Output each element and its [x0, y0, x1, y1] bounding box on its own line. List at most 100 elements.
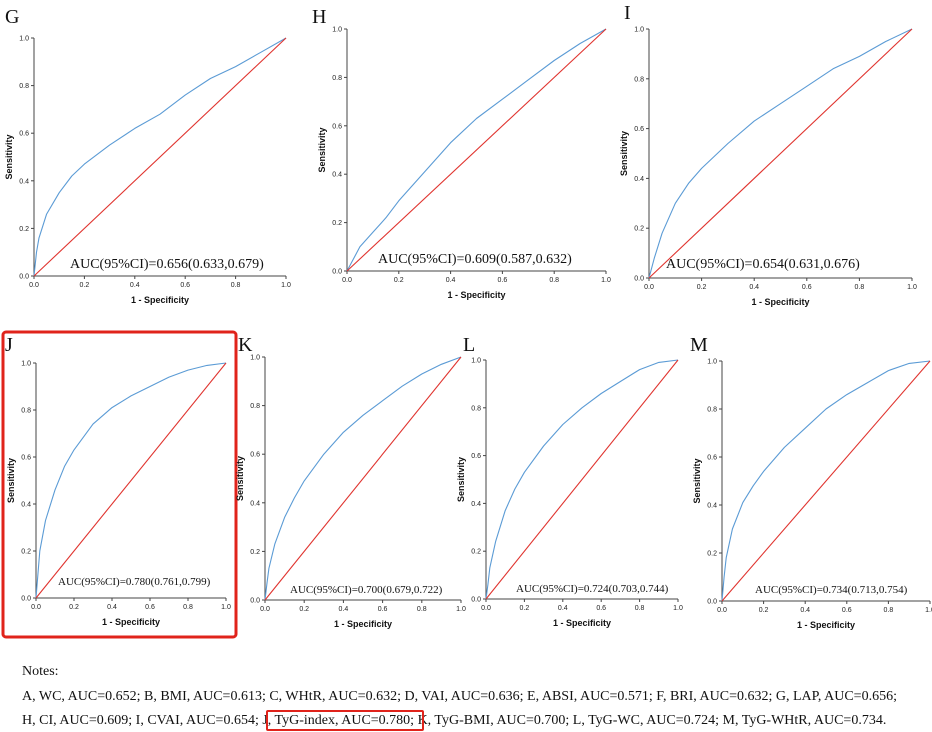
- y-tick-label: 1.0: [250, 355, 260, 362]
- reference-line: [648, 28, 913, 279]
- x-tick-label: 0.4: [800, 607, 810, 614]
- y-tick-label: 0.6: [332, 123, 342, 130]
- auc-annotation: AUC(95%CI)=0.780(0.761,0.799): [58, 576, 211, 588]
- x-tick-label: 0.2: [520, 605, 530, 612]
- x-tick-label: 0.4: [339, 606, 349, 613]
- x-tick-label: 1.0: [925, 607, 932, 614]
- y-tick-label: 1.0: [21, 361, 31, 368]
- y-tick-label: 1.0: [707, 359, 717, 366]
- roc-curve: [346, 28, 607, 272]
- x-tick-label: 0.8: [231, 282, 241, 289]
- y-axis-label: Sensitivity: [6, 458, 16, 503]
- y-tick-label: 0.0: [250, 598, 260, 605]
- x-axis-label: 1 - Specificity: [447, 290, 505, 300]
- y-tick-label: 0.2: [332, 220, 342, 227]
- panel-letter: H: [312, 6, 326, 28]
- x-tick-label: 0.0: [31, 604, 41, 611]
- y-tick-label: 0.6: [707, 455, 717, 462]
- y-tick-label: 0.0: [19, 274, 29, 281]
- x-tick-label: 1.0: [221, 604, 231, 611]
- x-tick-label: 0.6: [180, 282, 190, 289]
- y-tick-label: 0.8: [471, 405, 481, 412]
- y-tick-label: 0.2: [471, 549, 481, 556]
- x-tick-label: 0.6: [498, 277, 508, 284]
- x-axis-label: 1 - Specificity: [334, 619, 392, 629]
- reference-line: [721, 360, 931, 602]
- auc-annotation: AUC(95%CI)=0.700(0.679,0.722): [290, 584, 443, 596]
- x-tick-label: 1.0: [456, 606, 466, 613]
- y-tick-label: 0.6: [471, 453, 481, 460]
- x-tick-label: 0.2: [759, 607, 769, 614]
- x-tick-label: 0.2: [80, 282, 90, 289]
- panel-letter: K: [238, 334, 253, 356]
- auc-annotation: AUC(95%CI)=0.654(0.631,0.676): [666, 257, 860, 272]
- y-axis-label: Sensitivity: [692, 458, 702, 503]
- roc-panel-m: M 0.0 0.2 0.4 0.6 0.8 1.0 0.0 0.2 0.4 0.6 0.8 1.0 1 -…: [690, 334, 932, 630]
- y-tick-label: 1.0: [19, 36, 29, 43]
- x-tick-label: 0.6: [378, 606, 388, 613]
- panel-letter: J: [5, 334, 13, 356]
- x-tick-label: 0.0: [481, 605, 491, 612]
- x-tick-label: 0.6: [802, 284, 812, 291]
- y-tick-label: 0.0: [21, 596, 31, 603]
- roc-panel-h: H 0.0 0.2 0.4 0.6 0.8 1.0 0.0 0.2 0.4 0.6 0.8 1.0 1 -…: [312, 6, 611, 300]
- x-tick-label: 0.2: [697, 284, 707, 291]
- reference-line: [264, 356, 462, 601]
- x-tick-label: 0.4: [107, 604, 117, 611]
- x-tick-label: 0.0: [644, 284, 654, 291]
- roc-curve: [721, 360, 931, 602]
- roc-curve: [35, 362, 227, 599]
- y-tick-label: 0.8: [332, 75, 342, 82]
- notes-line-2-after: K, TyG-BMI, AUC=0.700; L, TyG-WC, AUC=0.…: [414, 713, 887, 728]
- y-tick-label: 0.8: [707, 407, 717, 414]
- y-tick-label: 0.0: [471, 597, 481, 604]
- roc-panel-i: I 0.0 0.2 0.4 0.6 0.8 1.0 0.0 0.2 0.4 0.6 0.8 1.0 1 -…: [619, 2, 917, 307]
- x-tick-label: 0.4: [749, 284, 759, 291]
- roc-curve: [485, 359, 679, 600]
- y-tick-label: 0.8: [250, 403, 260, 410]
- auc-annotation: AUC(95%CI)=0.609(0.587,0.632): [378, 252, 572, 267]
- x-axis-label: 1 - Specificity: [553, 618, 611, 628]
- y-tick-label: 0.4: [19, 178, 29, 185]
- roc-curve: [648, 28, 913, 279]
- notes-highlighted-tyg-index: J, TyG-index, AUC=0.780;: [262, 713, 415, 728]
- panel-letter: I: [624, 2, 631, 24]
- y-tick-label: 1.0: [471, 358, 481, 365]
- auc-annotation: AUC(95%CI)=0.724(0.703,0.744): [516, 583, 669, 595]
- panel-letter: M: [690, 334, 708, 356]
- x-tick-label: 0.6: [842, 607, 852, 614]
- y-tick-label: 0.8: [634, 76, 644, 83]
- x-tick-label: 0.2: [69, 604, 79, 611]
- x-axis-label: 1 - Specificity: [131, 295, 189, 305]
- x-tick-label: 0.2: [299, 606, 309, 613]
- x-tick-label: 0.0: [29, 282, 39, 289]
- roc-panel-g: G 0.0 0.2 0.4 0.6 0.8 1.0 0.0 0.2 0.4 0.6 0.8 1.0 1 -…: [4, 6, 291, 305]
- notes-title: Notes:: [22, 664, 59, 679]
- x-tick-label: 1.0: [673, 605, 683, 612]
- y-axis-label: Sensitivity: [317, 127, 327, 172]
- notes-line-1: A, WC, AUC=0.652; B, BMI, AUC=0.613; C, …: [22, 689, 897, 704]
- reference-line: [346, 28, 607, 272]
- notes-highlight-box: [266, 710, 424, 731]
- panel-letter: G: [5, 6, 19, 28]
- y-tick-label: 0.4: [21, 502, 31, 509]
- y-tick-label: 0.0: [634, 276, 644, 283]
- x-tick-label: 0.4: [558, 605, 568, 612]
- y-axis-label: Sensitivity: [4, 134, 14, 179]
- x-tick-label: 0.0: [342, 277, 352, 284]
- x-tick-label: 0.8: [183, 604, 193, 611]
- y-tick-label: 0.0: [332, 269, 342, 276]
- reference-line: [33, 37, 287, 277]
- roc-panel-k: K 0.0 0.2 0.4 0.6 0.8 1.0 0.0 0.2 0.4 0.6 0.8 1.0 1 -…: [235, 334, 466, 629]
- roc-curve: [264, 356, 462, 601]
- y-tick-label: 0.2: [634, 226, 644, 233]
- x-tick-label: 1.0: [281, 282, 291, 289]
- y-tick-label: 0.4: [332, 172, 342, 179]
- highlight-box: [1, 330, 238, 639]
- y-tick-label: 0.2: [19, 226, 29, 233]
- x-tick-label: 0.8: [855, 284, 865, 291]
- x-tick-label: 0.4: [446, 277, 456, 284]
- reference-line: [35, 362, 227, 599]
- y-tick-label: 0.2: [21, 549, 31, 556]
- y-tick-label: 0.4: [634, 176, 644, 183]
